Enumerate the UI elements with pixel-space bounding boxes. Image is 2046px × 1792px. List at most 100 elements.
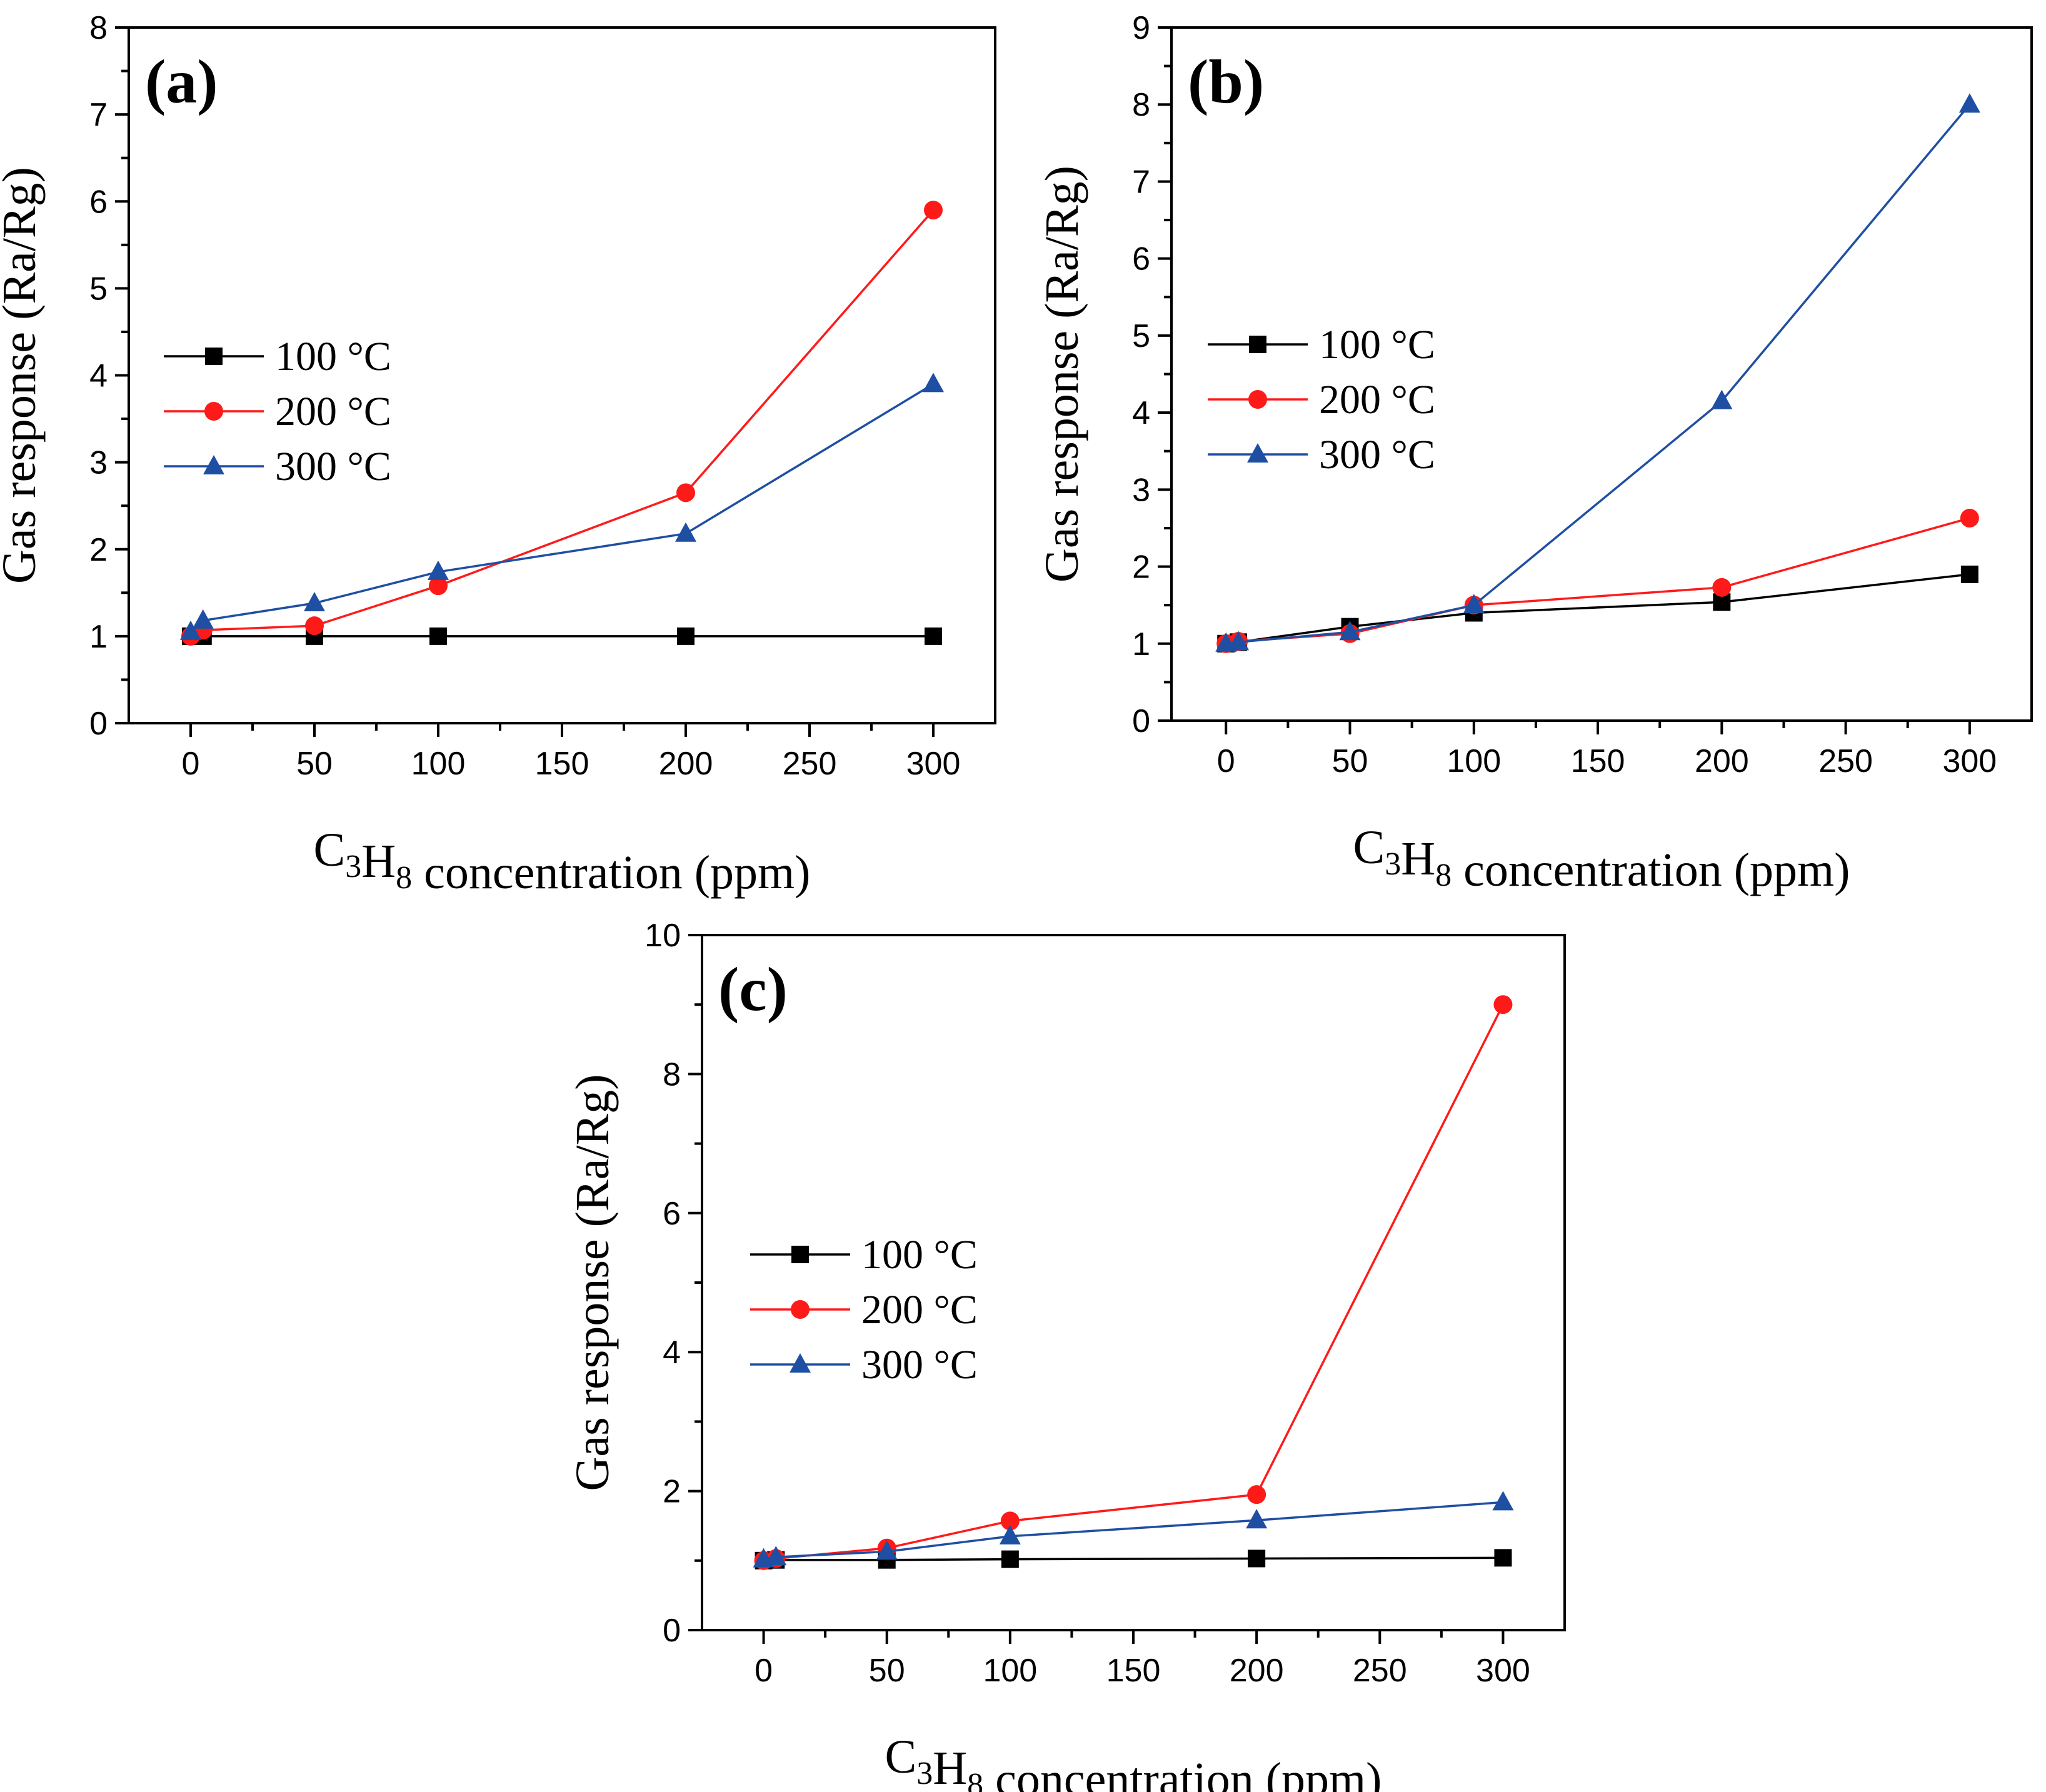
y-tick-label: 4 <box>663 1334 681 1371</box>
series-line <box>763 1556 1503 1562</box>
data-point <box>192 609 214 629</box>
series-line <box>763 1004 1504 1562</box>
data-point <box>676 483 695 503</box>
legend: 100 °C 200 °C 300 °C <box>750 1232 978 1388</box>
y-tick-label: 8 <box>663 1056 681 1093</box>
legend-marker <box>205 348 223 365</box>
series-1 <box>1217 565 1978 653</box>
data-point <box>428 560 449 580</box>
legend-entry: 300 °C <box>164 444 391 489</box>
data-point <box>924 201 943 220</box>
x-tick-label: 50 <box>869 1653 905 1689</box>
x-tick-label: 0 <box>182 746 200 782</box>
data-point <box>677 627 695 645</box>
legend-label: 300 °C <box>1319 432 1435 478</box>
y-tick-label: 8 <box>89 10 108 46</box>
data-point <box>305 616 324 636</box>
y-tick-label: 1 <box>89 619 108 655</box>
plot-frame <box>701 934 1566 1631</box>
x-tick-label: 250 <box>783 746 837 782</box>
y-tick-label: 2 <box>663 1474 681 1510</box>
legend-label: 100 °C <box>1319 322 1435 368</box>
legend-entry: 100 °C <box>750 1232 978 1278</box>
legend-marker <box>1248 390 1267 409</box>
chart-panel-a: 0 50 100 150 200 250 300 0 1 2 3 4 5 6 7 8 C3H8 concentr… <box>0 10 996 899</box>
y-axis-label: Gas response (Ra/Rg) <box>566 1074 619 1491</box>
y-tick-label: 3 <box>89 445 108 481</box>
legend: 100 °C 200 °C 300 °C <box>1208 322 1435 478</box>
x-tick-label: 200 <box>659 746 713 782</box>
y-tick-label: 5 <box>89 271 108 307</box>
series-3 <box>180 373 944 640</box>
y-tick-label: 4 <box>1132 395 1150 431</box>
y-tick-label: 7 <box>1132 164 1150 200</box>
plot-frame <box>128 26 996 724</box>
series-1 <box>182 627 942 645</box>
x-tick-label: 200 <box>1230 1653 1284 1689</box>
y-tick-label: 1 <box>1132 626 1150 663</box>
x-tick-label: 150 <box>535 746 589 782</box>
y-tick-label: 0 <box>663 1613 681 1649</box>
y-tick-label: 6 <box>663 1196 681 1232</box>
legend-marker <box>203 455 224 474</box>
x-tick-label: 300 <box>906 746 961 782</box>
y-tick-label: 2 <box>1132 549 1150 586</box>
panel-label: (c) <box>718 954 788 1024</box>
series-2 <box>754 995 1513 1570</box>
data-point <box>1246 1509 1268 1529</box>
legend-label: 100 °C <box>275 334 391 379</box>
y-tick-label: 0 <box>1132 703 1150 739</box>
data-point <box>999 1524 1021 1544</box>
data-point <box>180 620 201 640</box>
data-point <box>1339 621 1361 641</box>
data-point <box>429 576 448 596</box>
x-tick-label: 250 <box>1353 1653 1407 1689</box>
legend-entry: 300 °C <box>750 1342 978 1388</box>
x-tick-label: 100 <box>1447 743 1501 779</box>
y-tick-label: 10 <box>644 918 681 954</box>
data-point <box>1958 93 1980 113</box>
series-line <box>1225 517 1970 645</box>
legend-entry: 200 °C <box>164 389 391 434</box>
y-tick-label: 8 <box>1132 87 1150 123</box>
legend-marker <box>204 402 223 421</box>
data-point <box>1960 565 1978 583</box>
legend-entry: 100 °C <box>1208 322 1435 368</box>
series-line <box>1226 104 1971 645</box>
data-point <box>1492 1491 1514 1511</box>
data-point <box>1000 1511 1020 1531</box>
plot-frame <box>1170 26 2033 722</box>
data-point <box>304 592 325 612</box>
legend-marker <box>1247 443 1268 463</box>
x-tick-label: 100 <box>983 1653 1037 1689</box>
data-point <box>1001 1550 1019 1568</box>
y-tick-label: 0 <box>89 706 108 742</box>
x-tick-label: 100 <box>411 746 466 782</box>
data-point <box>1248 1549 1266 1568</box>
series-line <box>763 1501 1503 1561</box>
chart-panel-b: 0 50 100 150 200 250 300 0 1 2 3 4 5 6 7 8 9 C3H8 concent… <box>1036 10 2033 896</box>
y-tick-label: 4 <box>89 358 108 394</box>
legend-entry: 200 °C <box>750 1287 978 1333</box>
x-tick-label: 200 <box>1695 743 1749 779</box>
y-tick-label: 6 <box>89 184 108 220</box>
y-tick-label: 9 <box>1132 10 1150 46</box>
legend-marker <box>791 1300 810 1319</box>
data-point <box>1711 389 1733 409</box>
series-3 <box>1215 93 1980 652</box>
legend-marker <box>1249 336 1266 353</box>
legend-entry: 200 °C <box>1208 377 1435 423</box>
legend-label: 300 °C <box>861 1342 978 1388</box>
data-point <box>675 522 696 542</box>
legend-marker <box>790 1353 811 1373</box>
y-tick-label: 7 <box>89 97 108 133</box>
legend-label: 200 °C <box>1319 377 1435 423</box>
y-tick-label: 5 <box>1132 318 1150 354</box>
legend: 100 °C 200 °C 300 °C <box>164 334 391 489</box>
legend-label: 200 °C <box>275 389 391 434</box>
data-point <box>1712 578 1732 597</box>
legend-entry: 300 °C <box>1208 432 1435 478</box>
chart-panel-c: 0 50 100 150 200 250 300 0 2 4 6 8 10 C3H8 concentrat… <box>566 918 1566 1792</box>
x-axis-label: C3H8 concentration (ppm) <box>1353 821 1850 896</box>
